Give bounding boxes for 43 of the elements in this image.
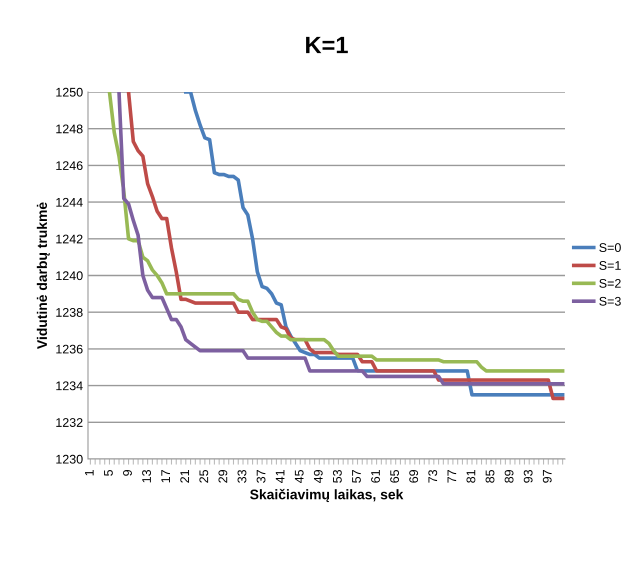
y-tick-label: 1246: [56, 161, 83, 170]
y-tick-label: 1232: [56, 418, 83, 427]
y-tick-label: 1236: [56, 344, 83, 354]
y-tick-label: 1248: [56, 124, 83, 134]
x-tick-label: 53: [332, 470, 342, 483]
x-tick-label: 85: [486, 470, 494, 483]
x-tick-label: 69: [409, 470, 418, 483]
x-tick-label: 29: [218, 470, 228, 483]
x-tick-label: 77: [448, 470, 456, 483]
y-tick-label: 1230: [56, 454, 83, 464]
x-tick-label: 61: [371, 470, 380, 483]
x-axis-title: Skaičiavimų laikas, sek: [250, 488, 404, 502]
y-tick-label: 1244: [56, 198, 83, 207]
x-tick-label: 93: [524, 470, 533, 483]
y-tick-label: 1240: [56, 271, 83, 280]
x-tick-label: 45: [294, 470, 304, 484]
legend-label: S=0: [599, 243, 621, 252]
x-tick-label: 13: [142, 470, 151, 482]
x-tick-label: 89: [504, 470, 514, 483]
y-tick-label: 1250: [56, 88, 83, 97]
x-tick-label: 65: [390, 470, 400, 483]
x-tick-label: 33: [238, 470, 246, 483]
x-tick-label: 97: [542, 470, 552, 483]
legend-label: S=3: [599, 296, 621, 306]
x-tick-label: 81: [466, 470, 476, 483]
x-tick-label: 17: [161, 470, 170, 482]
legend-label: S=1: [599, 261, 621, 270]
chart-title: K=1: [306, 36, 348, 54]
y-axis-title: Vidutinė darbų trukmė: [36, 202, 50, 349]
legend-label: S=2: [599, 278, 621, 288]
x-tick-label: 5: [104, 470, 113, 476]
x-tick-label: 57: [352, 470, 361, 483]
y-tick-label: 1242: [56, 234, 83, 244]
x-tick-label: 1: [85, 470, 94, 476]
x-tick-label: 9: [123, 470, 132, 476]
x-tick-label: 41: [276, 470, 284, 484]
x-tick-label: 73: [428, 470, 438, 483]
x-tick-label: 49: [314, 470, 323, 484]
y-tick-label: 1238: [56, 308, 83, 317]
y-tick-label: 1234: [56, 381, 83, 390]
x-tick-label: 21: [180, 470, 190, 483]
x-tick-label: 25: [199, 470, 208, 483]
x-tick-label: 37: [256, 470, 266, 483]
